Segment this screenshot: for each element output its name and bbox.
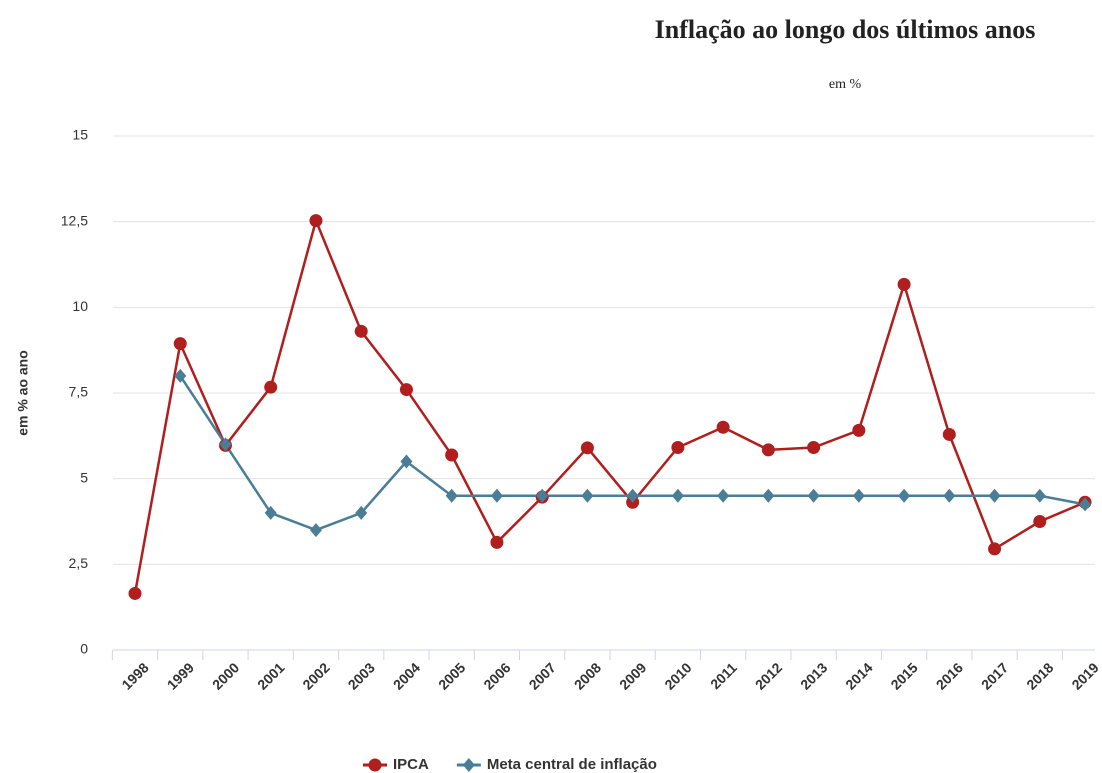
y-axis-label: em % ao ano — [15, 350, 31, 436]
x-tick-label: 2012 — [752, 659, 785, 692]
y-tick-label: 0 — [80, 641, 88, 657]
x-tick-label: 2006 — [480, 659, 513, 692]
data-point — [988, 488, 1001, 503]
data-point — [264, 380, 278, 394]
data-point — [943, 488, 956, 503]
data-point — [897, 277, 911, 291]
x-tick-label: 2015 — [887, 659, 920, 692]
data-point — [490, 488, 503, 503]
data-point — [580, 441, 594, 455]
x-tick-label: 2009 — [616, 659, 649, 692]
data-point — [173, 337, 187, 351]
x-tick-label: 2001 — [254, 659, 287, 692]
data-point — [264, 505, 277, 520]
y-tick-label: 2,5 — [69, 555, 89, 571]
y-tick-label: 5 — [80, 469, 88, 485]
data-point — [219, 437, 232, 452]
x-tick-label: 2003 — [345, 659, 378, 692]
series-line — [133, 216, 1086, 594]
data-point — [852, 488, 865, 503]
x-tick-label: 2004 — [390, 659, 423, 692]
data-point — [852, 423, 866, 437]
legend-marker — [462, 758, 475, 772]
x-tick-label: 1999 — [164, 659, 197, 692]
data-point — [128, 586, 142, 600]
x-tick-label: 2010 — [661, 659, 694, 692]
data-point — [536, 488, 549, 503]
data-point — [942, 427, 956, 441]
x-tick-label: 2014 — [842, 659, 875, 692]
data-point — [445, 448, 459, 462]
x-tick-label: 2000 — [209, 659, 242, 692]
y-tick-label: 10 — [72, 298, 88, 314]
x-tick-label: 2016 — [933, 659, 966, 692]
data-point — [671, 440, 685, 454]
x-tick-label: 1998 — [118, 659, 151, 692]
data-point — [1033, 515, 1047, 528]
data-point — [807, 440, 821, 454]
data-point — [762, 488, 775, 503]
data-point — [807, 488, 820, 503]
x-tick-label: 2002 — [299, 659, 332, 692]
x-tick-label: 2008 — [571, 659, 604, 692]
data-point — [761, 443, 775, 457]
data-point — [400, 454, 413, 469]
data-point — [309, 214, 323, 228]
y-tick-label: 12,5 — [61, 212, 88, 228]
data-point — [445, 488, 458, 503]
data-point — [671, 488, 684, 503]
data-point — [716, 420, 730, 434]
x-tick-label: 2017 — [978, 659, 1011, 692]
legend-marker — [368, 758, 382, 772]
data-point — [898, 488, 911, 503]
data-point — [1079, 497, 1092, 512]
data-point — [399, 383, 413, 397]
data-point — [717, 488, 730, 503]
legend-label: Meta central de inflação — [487, 756, 657, 773]
data-point — [581, 488, 594, 503]
data-point — [490, 535, 504, 549]
y-tick-label: 15 — [72, 127, 88, 143]
x-tick-label: 2005 — [435, 659, 468, 692]
data-point — [354, 324, 368, 338]
chart-subtitle: em % — [829, 77, 862, 92]
data-point — [988, 542, 1002, 556]
x-tick-label: 2018 — [1023, 659, 1056, 692]
x-tick-label: 2007 — [526, 659, 559, 692]
x-tick-label: 2013 — [797, 659, 830, 692]
chart-title: Inflação ao longo dos últimos anos — [655, 15, 1036, 44]
x-tick-label: 2019 — [1068, 659, 1101, 692]
legend-label: IPCA — [393, 756, 429, 773]
data-point — [626, 488, 639, 503]
x-tick-label: 2011 — [707, 659, 740, 692]
y-tick-label: 7,5 — [69, 384, 89, 400]
data-point — [355, 505, 368, 520]
data-point — [1033, 488, 1046, 503]
data-point — [174, 368, 187, 383]
data-point — [309, 523, 322, 538]
